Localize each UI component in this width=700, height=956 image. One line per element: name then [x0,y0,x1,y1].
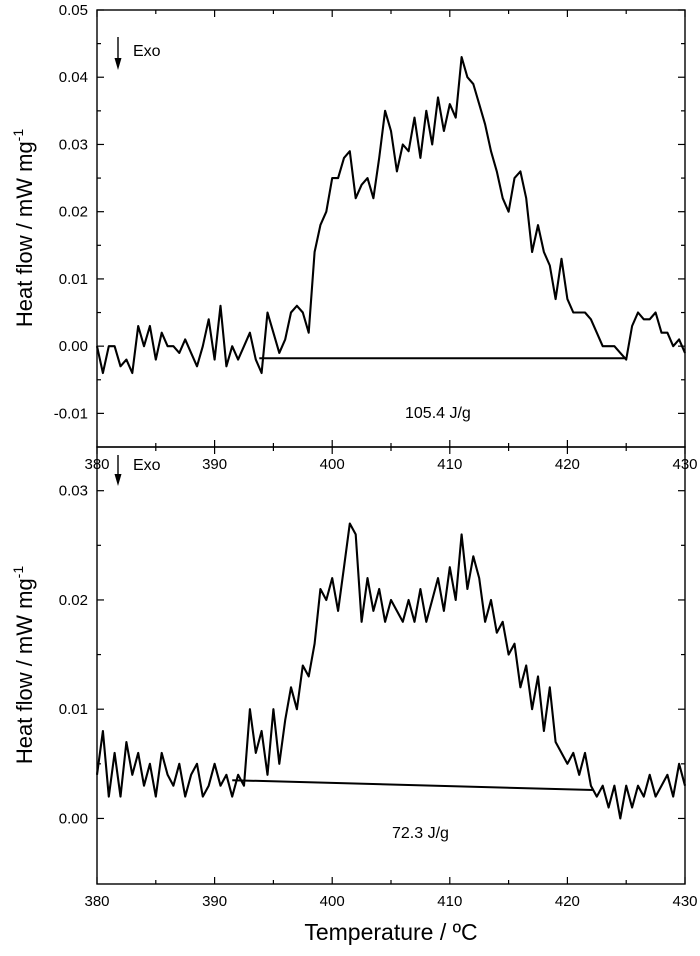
top-y-tick-label: -0.01 [54,405,88,422]
bottom-y-axis-label: Heat flow / mW mg-1 [10,566,37,764]
top-axis-ticks: 380 390 400 410 420 430-0.010.000.010.020.030… [54,2,698,473]
top-series-line [95,56,686,375]
bottom-exo-arrow-icon [114,455,122,486]
bottom-x-tick-label: 410 [437,893,462,910]
x-axis-label: Temperature / ºC [304,919,477,945]
top-plot-frame [96,9,686,448]
top-y-axis-label: Heat flow / mW mg-1 [10,129,37,327]
bottom-series-line [95,522,687,820]
bottom-panel: 380 390 400 410 420 430 0.00 0.01 0.02 0.03 Exo 7… [10,446,698,945]
top-annotation: 105.4 J/g [405,405,471,422]
bottom-axis-ticks: 380 390 400 410 420 430 0.00 0.01 0.02 0.03 [59,447,698,910]
bottom-annotation: 72.3 J/g [392,825,449,842]
top-y-tick-label: 0.02 [59,204,88,221]
top-y-tick-label: 0.00 [59,338,88,355]
top-x-tick-label: 400 [320,456,345,473]
top-y-tick-label: 0.05 [59,2,88,19]
bottom-y-tick-label: 0.01 [59,701,88,718]
bottom-y-tick-label: 0.00 [59,810,88,827]
top-y-tick-label: 0.04 [59,69,88,86]
bottom-exo-label: Exo [133,457,161,474]
top-exo-label: Exo [133,43,161,60]
bottom-y-tick-label: 0.02 [59,592,88,609]
bottom-x-tick-label: 420 [555,893,580,910]
top-panel: 380 390 400 410 420 430-0.010.000.010.020.030… [10,2,698,473]
top-exo-arrow-icon [114,37,122,70]
top-y-tick-label: 0.03 [59,136,88,153]
top-x-tick-label: 390 [202,456,227,473]
bottom-x-tick-label: 380 [84,893,109,910]
bottom-x-tick-label: 390 [202,893,227,910]
top-x-tick-label: 420 [555,456,580,473]
bottom-plot-frame [96,446,686,885]
bottom-baseline [232,779,594,792]
bottom-x-tick-label: 400 [320,893,345,910]
bottom-x-tick-label: 430 [672,893,697,910]
top-x-tick-label: 410 [437,456,462,473]
bottom-y-tick-label: 0.03 [59,483,88,500]
top-y-tick-label: 0.01 [59,271,88,288]
